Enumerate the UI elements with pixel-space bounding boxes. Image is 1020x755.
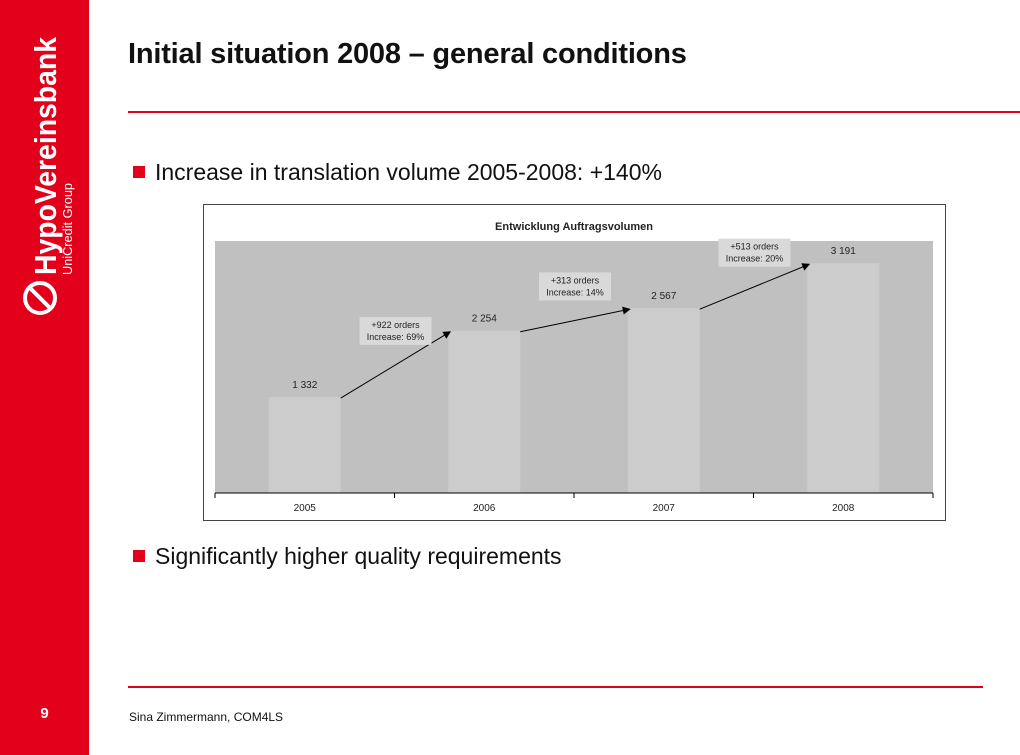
bullet-quality-requirements: Significantly higher quality requirement… <box>133 543 562 570</box>
title-divider <box>128 111 1020 113</box>
callout-orders-1: +922 orders <box>371 320 420 330</box>
callout-orders-3: +513 orders <box>730 242 779 252</box>
bullet-square-icon <box>133 166 145 178</box>
page-number: 9 <box>40 705 49 722</box>
data-label-2007: 2 567 <box>651 291 676 302</box>
callout-increase-3: Increase: 20% <box>726 254 784 264</box>
data-label-2008: 3 191 <box>831 246 856 257</box>
callout-orders-2: +313 orders <box>551 275 600 285</box>
footer-author: Sina Zimmermann, COM4LS <box>129 710 284 724</box>
callout-increase-2: Increase: 14% <box>546 287 604 297</box>
hypovereinsbank-logo: HypoVereinsbank UniCredit Group <box>23 36 75 315</box>
callout-box-1 <box>359 316 432 345</box>
bar-2008 <box>807 263 880 493</box>
bullet-volume-increase: Increase in translation volume 2005-2008… <box>133 159 662 186</box>
bar-2006 <box>448 330 521 493</box>
growth-arrow-2 <box>520 306 631 333</box>
slide-title: Initial situation 2008 – general conditi… <box>128 38 687 70</box>
data-label-2006: 2 254 <box>472 314 497 325</box>
callout-box-3 <box>718 238 791 267</box>
logo-brand-text: HypoVereinsbank <box>28 36 63 275</box>
callout-box-2 <box>539 272 611 301</box>
callout-increase-1: Increase: 69% <box>367 332 425 342</box>
order-volume-chart: Entwicklung Auftragsvolumen 1 332 2 254 2 … <box>203 204 946 521</box>
chart-title: Entwicklung Auftragsvolumen <box>495 221 653 233</box>
brand-sidebar: HypoVereinsbank UniCredit Group 9 <box>0 0 89 755</box>
x-tick-label-2006: 2006 <box>473 503 496 514</box>
growth-arrow-1 <box>340 331 452 399</box>
logo-group-text: UniCredit Group <box>60 183 75 275</box>
x-tick-label-2008: 2008 <box>832 503 855 514</box>
data-label-2005: 1 332 <box>292 380 317 391</box>
bar-2007 <box>627 308 700 493</box>
chart-canvas: Entwicklung Auftragsvolumen 1 332 2 254 2 … <box>214 221 934 514</box>
footer-divider <box>128 686 983 688</box>
bar-2005 <box>268 397 341 493</box>
bullet-text: Increase in translation volume 2005-2008… <box>155 159 662 185</box>
growth-arrow-3 <box>699 263 811 310</box>
x-tick-label-2007: 2007 <box>653 503 676 514</box>
bullet-square-icon <box>133 550 145 562</box>
bullet-text: Significantly higher quality requirement… <box>155 543 562 569</box>
x-tick-label-2005: 2005 <box>294 503 317 514</box>
logo-emblem-icon <box>23 281 57 315</box>
